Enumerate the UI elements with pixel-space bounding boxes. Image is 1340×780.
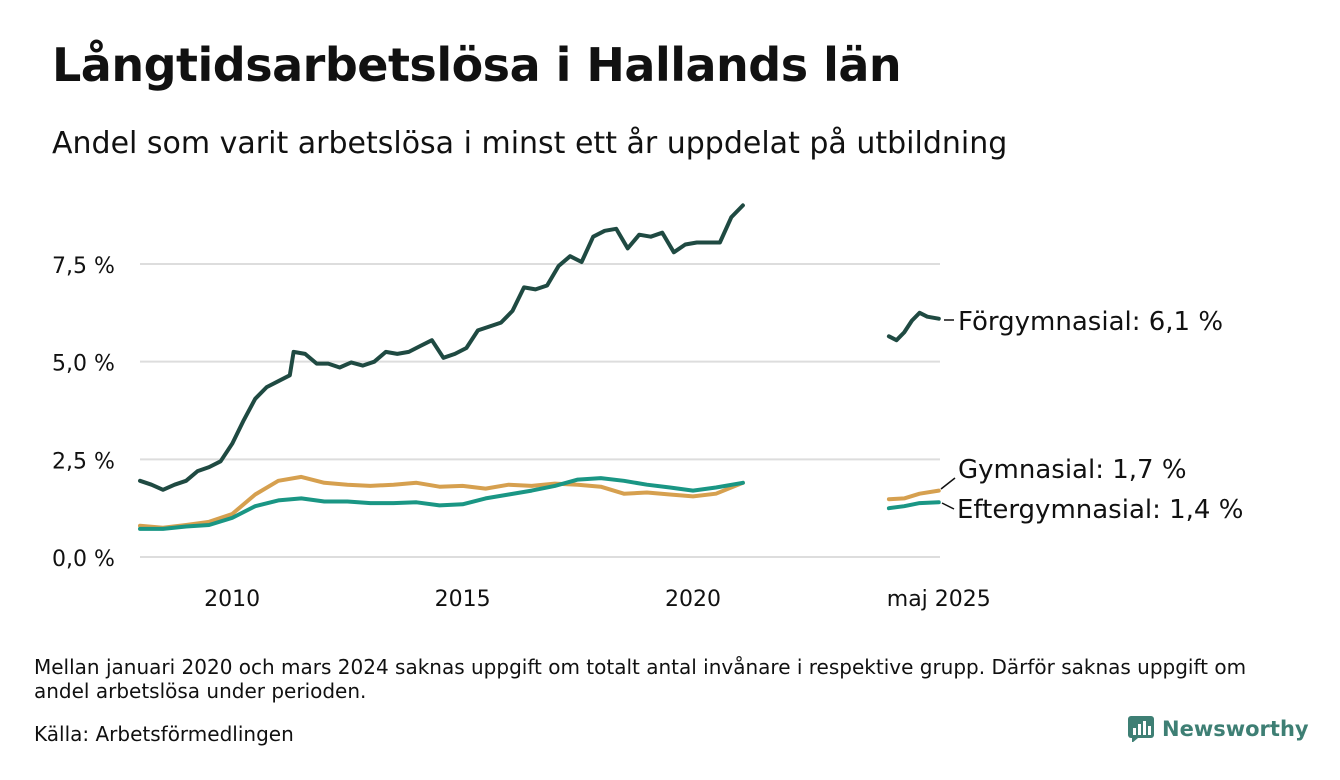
label-leader-line (940, 477, 956, 490)
x-tick-label: maj 2025 (887, 587, 991, 612)
series-line-gymnasial (138, 474, 745, 530)
y-tick-label: 7,5 % (52, 254, 115, 279)
series-end-label: Gymnasial: 1,7 % (958, 455, 1187, 485)
series-end-label: Förgymnasial: 6,1 % (958, 307, 1223, 337)
x-tick-label: 2010 (204, 587, 260, 612)
series-end-label: Eftergymnasial: 1,4 % (957, 495, 1243, 525)
line-chart: 0,0 % 2,5 % 5,0 % 7,5 % 2010 2015 2020 maj 2025… (52, 203, 1243, 612)
series-line-förgymnasial (138, 203, 745, 492)
y-tick-label: 0,0 % (52, 547, 115, 572)
series-line-gymnasial (886, 488, 941, 502)
label-leader-line (941, 502, 955, 510)
chart-subtitle: Andel som varit arbetslösa i minst ett å… (52, 126, 1008, 161)
footnote: Mellan januari 2020 och mars 2024 saknas… (34, 655, 1247, 703)
series-line-eftergymnasial (138, 476, 745, 531)
y-tick-label: 5,0 % (52, 352, 115, 377)
series-line-förgymnasial (886, 310, 941, 343)
x-tick-label: 2020 (665, 587, 721, 612)
newsworthy-icon (1128, 716, 1154, 742)
brand-name: Newsworthy (1162, 717, 1309, 741)
x-tick-label: 2015 (435, 587, 491, 612)
source-text: Källa: Arbetsförmedlingen (34, 722, 294, 746)
y-tick-label: 2,5 % (52, 449, 115, 474)
brand-logo[interactable]: Newsworthy (1128, 716, 1309, 742)
series-line-eftergymnasial (886, 500, 941, 511)
chart-title: Långtidsarbetslösa i Hallands län (52, 38, 902, 92)
